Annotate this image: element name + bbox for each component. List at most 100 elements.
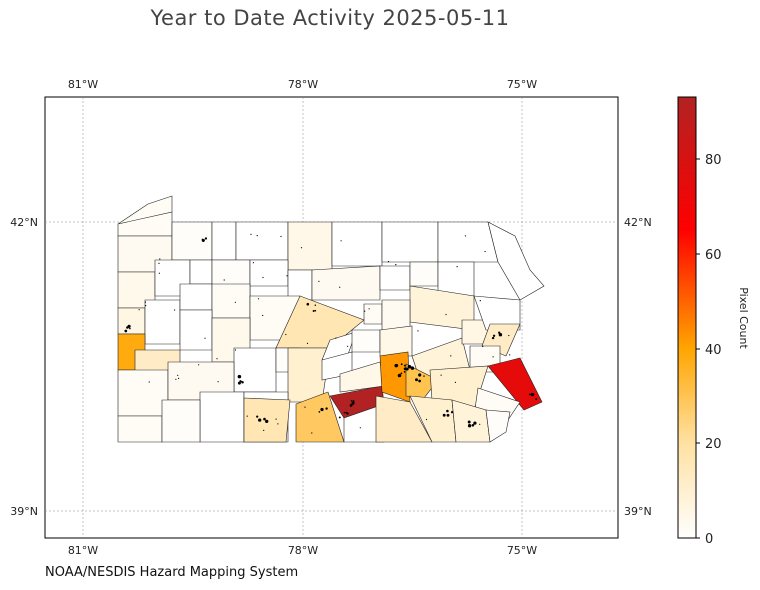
fire-detection-dot xyxy=(530,392,534,396)
fire-detection-dot xyxy=(450,355,452,357)
fire-detection-dot xyxy=(359,427,361,429)
fire-detection-dot xyxy=(442,413,446,417)
county-somerset xyxy=(199,391,245,443)
fire-detection-dot xyxy=(492,334,496,337)
lon-ticks-top: 81°W 78°W 75°W xyxy=(68,78,537,91)
county-clinton xyxy=(287,269,313,301)
fire-detection-dot xyxy=(320,408,323,411)
fire-detection-dot xyxy=(491,336,495,340)
fire-detection-dot xyxy=(440,374,442,376)
fire-detection-dot xyxy=(325,407,328,410)
fire-detection-dot xyxy=(423,375,425,377)
lat-tick-label: 42°N xyxy=(10,216,38,229)
fire-detection-dot xyxy=(158,272,160,274)
lat-tick-label: 39°N xyxy=(624,505,652,518)
county-forest xyxy=(189,259,213,285)
colorbar-tick-label: 60 xyxy=(705,248,722,263)
county-snyder xyxy=(351,329,381,353)
county-armstrong xyxy=(179,309,213,351)
fire-detection-dot xyxy=(397,373,402,378)
county-greene xyxy=(117,415,163,443)
fire-detection-dot xyxy=(467,420,471,424)
fire-detection-dot xyxy=(407,364,412,369)
fire-detection-dot xyxy=(223,279,225,281)
fire-detection-dot xyxy=(127,324,131,328)
lon-tick-label: 81°W xyxy=(68,78,98,91)
fire-detection-dot xyxy=(400,372,403,375)
fire-detection-dot xyxy=(343,411,346,414)
fire-detection-dot xyxy=(509,354,511,356)
fire-detection-dot xyxy=(234,349,237,351)
county-lawrence xyxy=(117,307,146,335)
fire-detection-dot xyxy=(145,305,147,307)
fire-detection-dot xyxy=(349,403,353,407)
fire-detection-dot xyxy=(340,240,342,242)
county-bucks xyxy=(487,357,543,411)
fire-detection-dot xyxy=(241,381,244,384)
county-union xyxy=(363,303,383,325)
fire-detection-dot xyxy=(148,381,150,383)
county-tioga xyxy=(287,221,333,271)
county-potter xyxy=(235,221,289,261)
fire-detection-dot xyxy=(471,424,475,427)
fire-detection-dot xyxy=(339,286,341,288)
fire-detection-dot xyxy=(306,342,309,344)
county-mckean xyxy=(211,221,237,261)
lon-tick-label: 81°W xyxy=(68,544,98,557)
fire-detection-dot xyxy=(479,423,481,425)
fire-detection-dot xyxy=(256,415,259,418)
fire-detection-dot xyxy=(351,401,355,405)
fire-detection-dot xyxy=(263,429,265,431)
county-lackawanna xyxy=(437,261,475,297)
map-title: Year to Date Activity 2025-05-11 xyxy=(150,6,510,30)
fire-detection-dot xyxy=(482,345,484,348)
fire-detection-dot xyxy=(456,266,458,268)
fire-detection-dot xyxy=(286,275,288,277)
fire-detection-dot xyxy=(368,308,370,310)
fire-detection-dot xyxy=(144,301,146,303)
county-clarion xyxy=(179,283,213,311)
fire-detection-dot xyxy=(175,378,177,380)
fire-detection-dot xyxy=(350,399,353,402)
fire-detection-dot xyxy=(492,356,494,358)
county-warren xyxy=(171,221,213,261)
fire-detection-dot xyxy=(252,262,254,264)
fire-detection-dot xyxy=(346,412,349,415)
fire-detection-dot xyxy=(177,374,179,376)
county-butler xyxy=(144,299,181,345)
fire-detection-dot xyxy=(304,406,306,408)
fire-detection-dot xyxy=(418,379,421,383)
fire-detection-dot xyxy=(204,337,206,339)
fire-detection-dot xyxy=(347,345,349,347)
county-jefferson xyxy=(211,283,251,319)
fire-detection-dot xyxy=(467,424,472,428)
fire-detection-dot xyxy=(446,409,449,413)
county-sullivan xyxy=(379,265,411,291)
fire-detection-dot xyxy=(405,367,409,371)
fire-detection-dot xyxy=(277,423,279,425)
fire-detection-dot xyxy=(306,302,310,306)
fire-detection-dot xyxy=(237,381,241,385)
fire-detection-dot xyxy=(311,432,313,434)
county-monroe xyxy=(473,295,521,331)
lon-tick-label: 75°W xyxy=(507,544,537,557)
fire-detection-dot xyxy=(246,415,248,417)
fire-detection-dot xyxy=(300,247,303,249)
colorbar-tick-label: 0 xyxy=(705,532,713,547)
fire-detection-dot xyxy=(312,310,315,312)
fire-detection-dot xyxy=(262,314,264,317)
fire-detection-dot xyxy=(216,358,218,360)
fire-detection-dot xyxy=(217,381,219,383)
fire-detection-dot xyxy=(403,364,406,367)
fire-detection-dot xyxy=(387,261,390,263)
fire-detection-dot xyxy=(250,233,252,235)
county-pike xyxy=(487,221,545,301)
fire-detection-dot xyxy=(178,377,180,379)
fire-detection-dot xyxy=(275,418,277,420)
county-columbia xyxy=(381,299,411,331)
fire-detection-dot xyxy=(395,364,399,367)
fire-detection-dot xyxy=(415,378,418,382)
lon-tick-label: 75°W xyxy=(507,78,537,91)
fire-detection-dot xyxy=(285,333,287,336)
fire-detection-dot xyxy=(265,419,269,424)
